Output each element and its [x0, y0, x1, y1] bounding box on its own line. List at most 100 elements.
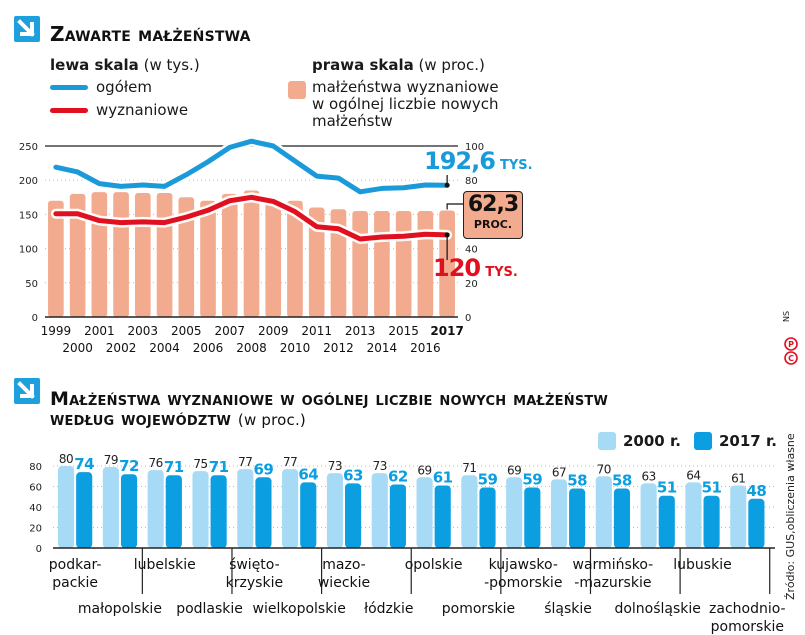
right-scale-label: prawa skala (w proc.): [312, 56, 485, 74]
bar-2000: [371, 473, 388, 548]
annotation-religious-unit: TYS.: [485, 265, 518, 280]
value-label-2000: 77: [283, 455, 297, 469]
left-scale-title: lewa skala: [50, 56, 139, 74]
value-label-2017: 59: [478, 471, 498, 489]
value-label-2017: 62: [388, 467, 408, 485]
pct-bar: [113, 192, 129, 317]
bottom-title-line2: według województw: [50, 408, 232, 430]
value-label-2017: 63: [343, 466, 363, 484]
x-axis-tick: 2006: [193, 341, 224, 355]
pct-bar: [48, 200, 64, 317]
annotation-leader: [446, 203, 463, 210]
value-label-2017: 58: [567, 472, 587, 490]
pct-bar: [374, 210, 390, 317]
x-axis-tick: 2012: [323, 341, 354, 355]
pct-bar: [417, 210, 434, 317]
value-label-2017: 72: [119, 457, 139, 475]
category-label: wielkopolskie: [253, 601, 346, 617]
pct-bar: [243, 190, 260, 317]
y-axis-tick: 0: [36, 544, 42, 555]
annotation-pct-box: 62,3 PROC.: [463, 191, 523, 239]
x-axis-tick: 2008: [236, 341, 267, 355]
swatch-2017: [694, 432, 712, 450]
bar-2017: [300, 482, 317, 548]
value-label-2000: 80: [59, 452, 73, 466]
category-label: podkar-: [49, 557, 102, 573]
bar-2017: [165, 475, 182, 548]
arrow-icon: [14, 378, 40, 404]
annotation-pct-unit: PROC.: [473, 218, 513, 231]
legend-total-label: ogółem: [96, 78, 152, 96]
pct-bar: [265, 199, 282, 317]
left-axis-tick: 150: [19, 210, 38, 221]
y-axis-tick: 40: [29, 503, 42, 514]
pct-bar: [134, 193, 151, 317]
value-label-2000: 61: [731, 471, 745, 485]
right-axis-tick: 0: [465, 313, 471, 324]
bar-2017: [76, 472, 93, 548]
left-axis-tick: 100: [19, 245, 38, 256]
p-mark-icon: P: [784, 337, 798, 351]
value-label-2000: 63: [641, 469, 655, 483]
pct-bar: [200, 200, 216, 317]
x-axis-tick: 2015: [388, 324, 419, 338]
bar-2000: [102, 467, 119, 548]
bar-2017: [658, 495, 675, 548]
bottom-chart-title: Małżeństwa wyznaniowe w ogólnej liczbie …: [50, 388, 608, 410]
top-chart-title: Zawarte małżeństwa: [50, 22, 251, 46]
swatch-2000: [598, 432, 616, 450]
bar-2000: [461, 475, 478, 548]
x-axis-tick: 2001: [84, 324, 115, 338]
legend-pct-line: małżeństwa wyznaniowe: [312, 78, 499, 96]
right-scale-title: prawa skala: [312, 56, 414, 74]
value-label-2017: 51: [702, 479, 722, 497]
x-axis-tick: 2009: [258, 324, 289, 338]
value-label-2017: 64: [298, 465, 318, 483]
y-axis-tick: 20: [29, 524, 42, 535]
bar-2000: [550, 479, 568, 548]
arrow-icon: [14, 16, 40, 42]
bar-2000: [595, 476, 612, 548]
copyright-icons: C P: [782, 320, 800, 376]
legend-2017: 2017 r.: [694, 432, 777, 450]
religious-line-swatch: [50, 107, 88, 113]
x-axis-tick: 2004: [149, 341, 180, 355]
svg-text:P: P: [788, 340, 794, 349]
value-label-2017: 51: [657, 479, 677, 497]
category-label: pomorskie: [711, 619, 784, 635]
bar-2017: [479, 487, 496, 548]
top-chart: 0501001502002500204060801001999200020012…: [19, 136, 484, 355]
x-axis-tick: 2002: [106, 341, 137, 355]
category-label: lubuskie: [673, 557, 731, 573]
value-label-2017: 71: [209, 458, 229, 476]
bar-2000: [326, 473, 344, 548]
religious-line: [53, 194, 450, 242]
bar-2000: [730, 485, 747, 548]
legend-pct: małżeństwa wyznaniowe w ogólnej liczbie …: [312, 79, 499, 130]
bar-2000: [282, 469, 299, 548]
category-label: krzyskie: [226, 575, 283, 591]
value-label-2000: 69: [507, 463, 521, 477]
bar-2000: [147, 470, 164, 548]
category-label: wieckie: [318, 575, 370, 591]
bar-2017: [255, 477, 272, 548]
bar-2017: [703, 495, 720, 548]
category-label: śląskie: [544, 601, 592, 617]
category-label: lubelskie: [134, 557, 196, 573]
legend-pct-line: w ogólnej liczbie nowych: [312, 95, 499, 113]
value-label-2000: 77: [238, 455, 252, 469]
value-label-2017: 48: [746, 482, 766, 500]
y-axis-tick: 60: [29, 483, 42, 494]
x-axis-tick: 2014: [367, 341, 398, 355]
pct-bar: [91, 192, 108, 317]
value-label-2000: 64: [686, 468, 700, 482]
legend-2000: 2000 r.: [598, 432, 681, 450]
category-label: zachodnio-: [709, 601, 786, 617]
category-label: mazo-: [322, 557, 365, 573]
x-axis-tick: 2017: [430, 324, 463, 338]
category-label: pomorskie: [442, 601, 515, 617]
x-axis-tick: 2007: [214, 324, 245, 338]
left-axis-tick: 50: [25, 279, 38, 290]
x-axis-tick: 2011: [301, 324, 332, 338]
